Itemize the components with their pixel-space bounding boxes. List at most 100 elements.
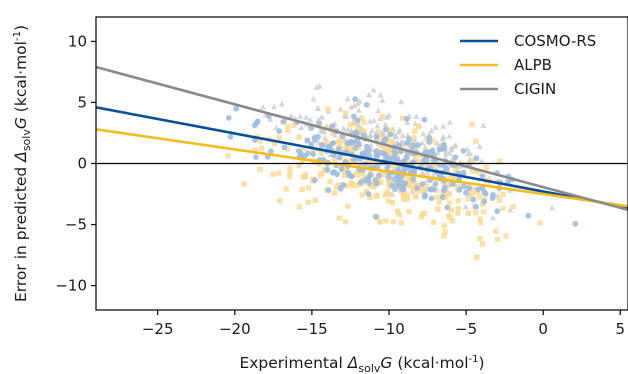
x-tick-label: 5: [616, 320, 626, 338]
data-point: [389, 200, 396, 206]
legend-label: COSMO-RS: [514, 32, 596, 50]
data-point: [373, 133, 380, 140]
data-point: [301, 145, 307, 151]
data-point: [428, 127, 435, 134]
data-point: [327, 179, 333, 185]
data-point: [390, 219, 396, 225]
data-point: [494, 208, 501, 215]
data-point: [442, 150, 449, 157]
data-point: [296, 163, 302, 169]
data-point: [372, 213, 379, 220]
data-point: [382, 192, 388, 198]
data-point: [305, 199, 311, 205]
data-point: [386, 191, 392, 198]
data-point: [270, 171, 276, 178]
data-point: [276, 135, 282, 141]
data-point: [398, 137, 405, 144]
data-point: [365, 190, 372, 197]
data-point: [351, 102, 358, 108]
data-point: [452, 141, 459, 148]
data-point: [404, 119, 411, 126]
data-point: [341, 172, 347, 178]
data-point: [440, 133, 447, 140]
data-point: [321, 128, 328, 135]
data-point: [343, 145, 349, 151]
data-point: [436, 146, 443, 153]
legend: COSMO-RS ALPB CIGIN: [460, 32, 596, 98]
data-point: [440, 141, 447, 148]
data-point: [354, 137, 361, 144]
data-point: [335, 145, 342, 152]
data-point: [254, 118, 261, 125]
data-point: [441, 233, 447, 239]
data-point: [462, 203, 469, 210]
data-point: [296, 204, 302, 210]
data-point: [383, 114, 390, 120]
data-point: [431, 163, 437, 169]
data-point: [386, 177, 392, 183]
data-point: [419, 180, 426, 187]
data-point: [326, 144, 333, 150]
data-point: [400, 186, 407, 193]
data-point: [389, 139, 395, 145]
data-point: [363, 101, 370, 108]
data-point: [410, 186, 416, 192]
data-point: [415, 142, 421, 148]
data-point: [225, 153, 231, 159]
data-point: [394, 155, 401, 162]
data-point: [446, 150, 453, 156]
data-point: [424, 162, 430, 168]
data-point: [419, 188, 425, 195]
data-point: [404, 196, 411, 202]
data-point: [403, 115, 410, 122]
data-point: [460, 148, 467, 154]
data-point: [455, 163, 462, 170]
data-point: [399, 115, 406, 121]
data-point: [336, 154, 343, 161]
y-tick-label: −5: [65, 216, 87, 234]
x-axis-label: Experimental ΔsolvG (kcal·mol-1): [239, 354, 484, 374]
data-point: [410, 159, 416, 166]
x-tick-label: −15: [296, 320, 328, 338]
data-point: [439, 194, 446, 200]
data-point: [410, 176, 417, 183]
data-point: [411, 135, 417, 141]
data-point: [257, 138, 264, 144]
data-point: [304, 137, 311, 144]
data-point: [347, 121, 353, 128]
legend-label: ALPB: [514, 56, 552, 74]
data-point: [336, 215, 342, 221]
data-point: [377, 135, 383, 141]
data-point: [257, 166, 263, 172]
data-point: [448, 144, 455, 151]
data-point: [310, 151, 317, 158]
data-point: [357, 179, 364, 186]
fit-line-cosmo-rs: [95, 106, 628, 209]
data-point: [366, 91, 373, 98]
data-point: [469, 168, 475, 174]
data-point: [507, 206, 514, 213]
data-point: [325, 187, 332, 194]
data-point: [406, 208, 412, 215]
data-point: [376, 172, 383, 179]
data-point: [342, 219, 349, 225]
data-point: [401, 189, 407, 196]
data-point: [373, 193, 379, 199]
data-point: [365, 177, 372, 184]
data-point: [483, 164, 490, 171]
data-point: [284, 146, 290, 152]
data-point: [494, 192, 501, 198]
data-point: [397, 177, 404, 184]
data-point: [446, 191, 452, 197]
data-point: [268, 148, 274, 155]
data-point: [361, 119, 367, 125]
data-point: [374, 123, 381, 129]
data-point: [441, 223, 447, 229]
data-point: [456, 186, 463, 193]
data-point: [419, 139, 426, 146]
data-point: [309, 147, 316, 154]
data-point: [252, 147, 258, 153]
data-point: [297, 113, 304, 119]
y-tick-label: 0: [77, 155, 87, 173]
data-point: [497, 197, 503, 204]
